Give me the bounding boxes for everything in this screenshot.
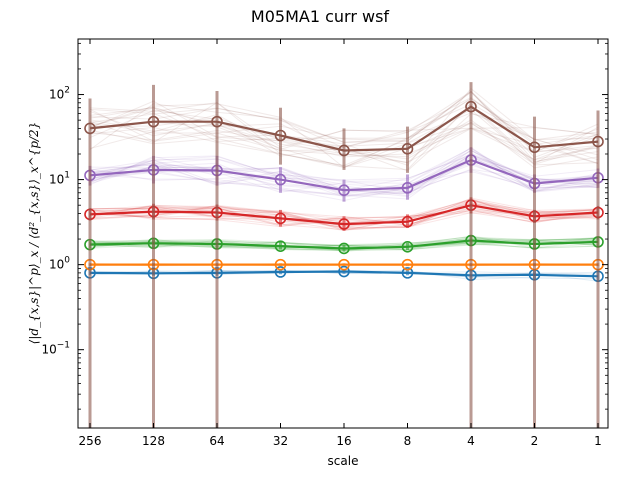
series-3-point [338,218,350,230]
series-4-point [338,184,350,197]
series-5-point [465,100,477,113]
series-5-point [147,115,160,128]
series-3-line [89,204,599,226]
y-tick-label: 101 [49,171,70,187]
series-4-line [89,158,599,192]
series-5 [84,82,604,428]
series-1-point [338,258,350,271]
series-2-line [89,239,599,250]
series-0-point [401,267,414,279]
series-3-point [274,212,287,225]
x-tick-label: 16 [336,434,351,448]
series-5-point [338,144,350,157]
series-2-point [401,241,414,253]
y-tick-label: 100 [49,256,70,272]
series-1-point [401,258,414,271]
series-0-point [338,265,350,278]
y-axis-label: ⟨|d_{x,s}|^p⟩_x / ⟨d²_{x,s}⟩_x^{p/2} [27,122,41,345]
series-4-point [274,173,287,186]
series-5-point [592,135,604,148]
series-3 [84,197,604,232]
x-tick-label: 256 [79,434,102,448]
plot-frame [77,38,609,429]
series-1 [84,258,604,271]
series-5-point [401,143,414,155]
series-1-point [274,258,287,271]
x-tick-label: 128 [142,434,165,448]
series-5-point [211,115,223,128]
series-5-line [89,105,599,152]
x-axis-label: scale [328,454,359,468]
x-tick-label: 4 [467,434,475,448]
plot-area [84,82,604,428]
series-0-line [89,270,599,278]
series-2-point [274,240,287,252]
series-5-point [84,122,96,135]
y-axis-ticks: 10−1 100 101 102 [41,42,608,410]
series-0 [84,265,604,283]
x-tick-label: 32 [273,434,288,448]
series-2-point [338,242,350,255]
series-2 [84,234,604,255]
series-5-point [274,129,287,142]
x-tick-label: 64 [209,434,224,448]
series-0-point [274,266,287,278]
x-tick-label: 2 [531,434,539,448]
y-tick-label: 102 [49,86,70,102]
series-3-point [401,215,414,228]
x-tick-label: 8 [404,434,412,448]
series-4-point [401,182,414,194]
x-axis-ticks: 256 128 64 32 16 8 4 2 1 [79,39,602,448]
series-5-point [528,141,541,154]
chart-title: M05MA1 curr wsf [251,7,390,26]
y-tick-label: 10−1 [41,341,70,357]
x-tick-label: 1 [594,434,602,448]
